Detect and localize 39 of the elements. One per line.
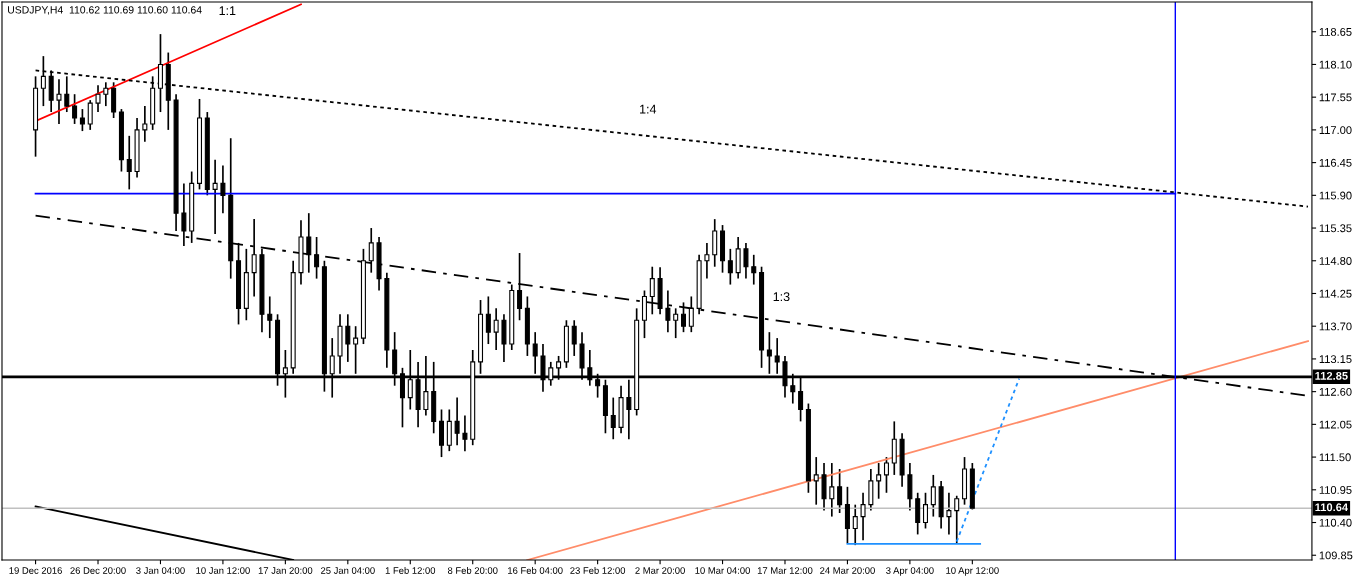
y-tick-label: 117.00 bbox=[1319, 126, 1352, 135]
annotation: 1:4 bbox=[640, 104, 657, 114]
x-tick-label: 1 Feb 12:00 bbox=[385, 566, 436, 574]
x-tick-label: 10 Mar 04:00 bbox=[695, 567, 750, 574]
y-tick-label: 113.70 bbox=[1319, 322, 1352, 331]
y-tick-label: 116.45 bbox=[1319, 158, 1352, 167]
x-tick-label: 3 Apr 04:00 bbox=[886, 567, 934, 576]
y-tick-label: 118.65 bbox=[1319, 28, 1352, 36]
annotation: 1:3 bbox=[773, 292, 790, 302]
y-tick-label: 117.55 bbox=[1319, 93, 1352, 102]
x-tick-label: 26 Dec 20:00 bbox=[70, 567, 126, 574]
x-tick-label: 17 Jan 20:00 bbox=[258, 567, 313, 574]
annotation: 1:1 bbox=[219, 6, 236, 15]
y-tick-label: 109.85 bbox=[1319, 551, 1353, 560]
x-tick-label: 10 Apr 12:00 bbox=[946, 567, 999, 576]
x-tick-label: 16 Feb 04:00 bbox=[508, 566, 563, 574]
x-tick-label: 3 Jan 04:00 bbox=[136, 567, 185, 574]
y-tick-label: 114.80 bbox=[1319, 257, 1352, 265]
x-tick-label: 10 Jan 12:00 bbox=[196, 567, 250, 574]
y-tick-label: 112.05 bbox=[1319, 420, 1352, 429]
y-tick-label: 115.90 bbox=[1319, 191, 1352, 200]
ref-line-label: 112.85 bbox=[1315, 371, 1348, 380]
x-tick-label: 23 Feb 12:00 bbox=[570, 566, 626, 574]
y-tick-label: 110.40 bbox=[1319, 518, 1352, 527]
x-tick-label: 24 Mar 20:00 bbox=[820, 567, 875, 574]
x-tick-label: 25 Jan 04:00 bbox=[320, 567, 375, 574]
y-tick-label: 113.15 bbox=[1319, 355, 1352, 364]
y-tick-label: 115.35 bbox=[1319, 224, 1352, 233]
x-tick-label: 2 Mar 20:00 bbox=[635, 567, 685, 574]
y-tick-label: 111.50 bbox=[1319, 453, 1351, 462]
x-tick-label: 8 Feb 20:00 bbox=[447, 566, 498, 574]
y-tick-label: 114.25 bbox=[1319, 289, 1352, 298]
x-tick-label: 19 Dec 2016 bbox=[9, 567, 62, 574]
y-tick-label: 118.10 bbox=[1319, 60, 1352, 69]
y-tick-label: 112.60 bbox=[1319, 387, 1352, 396]
y-tick-label: 110.95 bbox=[1319, 486, 1352, 494]
x-tick-label: 17 Mar 12:00 bbox=[757, 567, 813, 574]
ref-line-label: 110.64 bbox=[1315, 503, 1349, 512]
chart-title: USDJPY,H4 110.62 110.69 110.60 110.64 bbox=[8, 6, 202, 15]
